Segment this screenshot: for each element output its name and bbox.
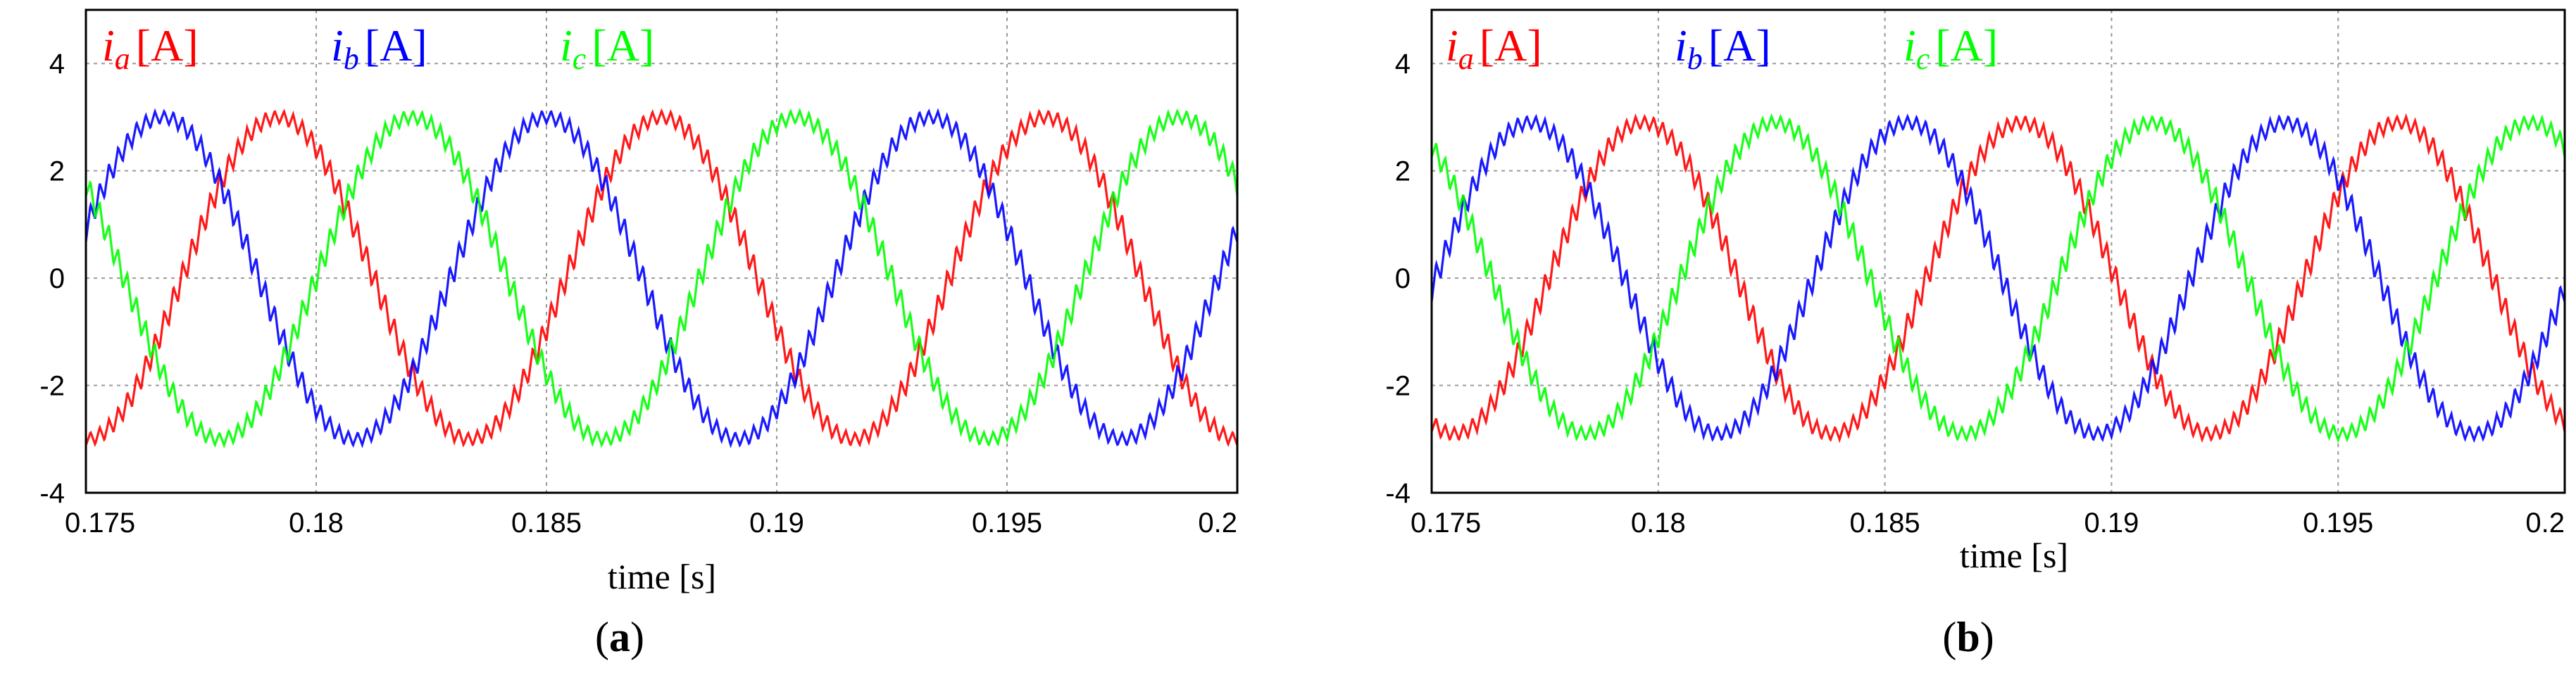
series-line-ic <box>86 107 1237 449</box>
x-tick-label: 0.185 <box>511 508 582 539</box>
x-tick-label: 0.195 <box>2303 508 2373 539</box>
chart-panel-a: -4 -2 0 2 4 0.175 0.18 0.185 0.19 0.195 0.2 time [s… <box>39 8 1239 660</box>
series-line-ia <box>1432 113 2565 443</box>
legend-label-ib: ib [A] <box>1675 20 1771 76</box>
x-tick-label: 0.19 <box>749 508 804 539</box>
y-tick-label: 0 <box>1395 263 1411 294</box>
series-line-ib <box>86 108 1237 448</box>
x-tick-label: 0.18 <box>289 508 344 539</box>
y-tick-label: -2 <box>39 371 65 402</box>
plot-frame <box>85 8 1239 494</box>
y-tick-label: 4 <box>1395 49 1411 80</box>
legend-label-ic: ic [A] <box>560 20 654 76</box>
panel-caption: (b) <box>1942 614 1994 660</box>
x-tick-label: 0.19 <box>2084 508 2139 539</box>
y-tick-label: -2 <box>1385 371 1411 402</box>
legend-label-ia: ia [A] <box>1446 20 1542 76</box>
y-tick-label: -4 <box>39 478 65 509</box>
x-tick-label: 0.185 <box>1850 508 1920 539</box>
legend-label-ic: ic [A] <box>1903 20 1998 76</box>
y-tick-label: 4 <box>49 49 65 80</box>
x-tick-label: 0.2 <box>2525 508 2565 539</box>
y-tick-label: 0 <box>49 263 65 294</box>
chart-panel-b: -4 -2 0 2 4 0.175 0.18 0.185 0.19 0.195 0.2 time [s… <box>1385 8 2566 660</box>
legend-label-ib: ib [A] <box>331 20 427 76</box>
x-tick-label: 0.2 <box>1198 508 1237 539</box>
series-line-ib <box>1432 113 2565 443</box>
plot-area <box>1432 113 2565 443</box>
x-tick-label: 0.175 <box>65 508 135 539</box>
y-tick-label: 2 <box>1395 156 1411 187</box>
series-line-ic <box>1432 113 2565 443</box>
x-axis-label: time [s] <box>608 557 716 596</box>
legend-label-ia: ia [A] <box>102 20 199 76</box>
x-axis-label: time [s] <box>1960 536 2068 575</box>
plot-frame <box>1430 8 2566 494</box>
x-tick-label: 0.195 <box>972 508 1042 539</box>
series-line-ia <box>86 108 1237 448</box>
y-tick-label: -4 <box>1385 478 1411 509</box>
y-tick-label: 2 <box>49 156 65 187</box>
x-tick-label: 0.18 <box>1631 508 1686 539</box>
x-tick-label: 0.175 <box>1411 508 1481 539</box>
plot-area <box>86 107 1237 449</box>
panel-caption: (a) <box>595 614 644 660</box>
